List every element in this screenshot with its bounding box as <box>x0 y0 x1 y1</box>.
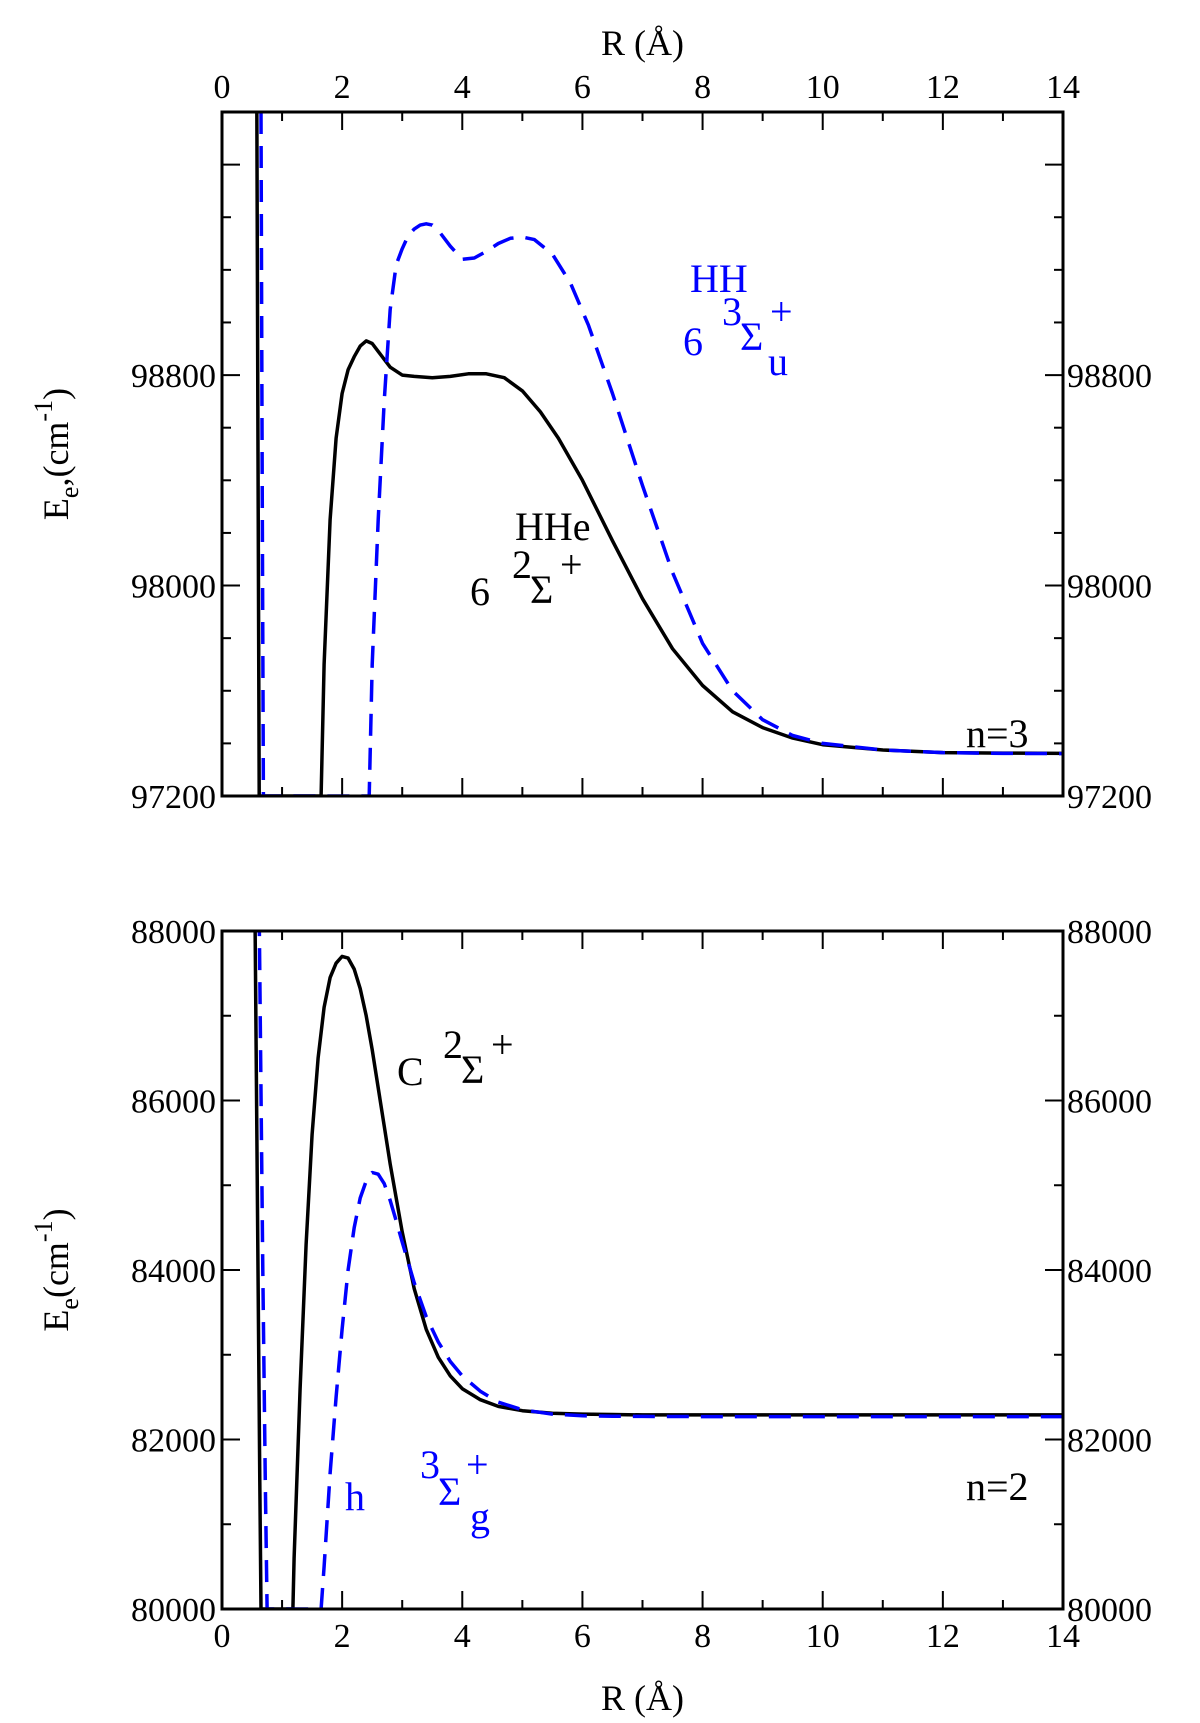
annotation-hhe-sigma: Σ <box>530 567 553 612</box>
annotation-hhe-plus: + <box>560 542 583 587</box>
annotation-h-sigma: Σ <box>438 1469 461 1514</box>
plot-frame <box>220 110 1065 798</box>
y-tick-label-right: 80000 <box>1067 1592 1152 1629</box>
y-tick-label-left: 98800 <box>131 358 216 395</box>
plot-frame <box>220 929 1065 1611</box>
annotation-hh-sub: u <box>768 339 788 384</box>
series-line-1 <box>255 112 1063 796</box>
annotation-c-sup: 2 <box>443 1022 463 1067</box>
annotation-c: C <box>397 1049 424 1094</box>
y-tick-label-right: 82000 <box>1067 1423 1152 1460</box>
annotation-hhe-sup: 2 <box>512 542 532 587</box>
x-tick-label: 6 <box>574 69 591 106</box>
annotation-n2: n=2 <box>966 1464 1029 1509</box>
x-tick-label: 8 <box>694 69 711 106</box>
y-tick-label-right: 86000 <box>1067 1084 1152 1121</box>
annotation-h: h <box>345 1474 365 1519</box>
annotation-hhe-number: 6 <box>470 569 490 614</box>
x-tick-label: 4 <box>454 69 471 106</box>
y-tick-label-right: 98800 <box>1067 358 1152 395</box>
y-tick-label-left: 97200 <box>131 779 216 816</box>
y-tick-label-left: 98000 <box>131 569 216 606</box>
x-tick-label: 12 <box>926 69 960 106</box>
x-tick-label: 0 <box>214 69 231 106</box>
annotation-hh-sigma: Σ <box>740 314 763 359</box>
x-tick-label: 14 <box>1046 69 1080 106</box>
panel-1: 0 2 4 6 8 10 12 14 97200 97200 98000 98000 98800 9880… <box>29 23 1152 816</box>
y-tick-label-right: 84000 <box>1067 1253 1152 1290</box>
annotation-hh-sup: 3 <box>722 289 742 334</box>
y-tick-label-left: 80000 <box>131 1592 216 1629</box>
x-tick-label: 8 <box>694 1618 711 1655</box>
annotation-h-plus: + <box>466 1442 489 1487</box>
x-tick-label: 14 <box>1046 1618 1080 1655</box>
x-tick-label: 12 <box>926 1618 960 1655</box>
y-tick-label-right: 97200 <box>1067 779 1152 816</box>
y-tick-label-right: 88000 <box>1067 914 1152 951</box>
x-tick-label: 6 <box>574 1618 591 1655</box>
x-tick-label: 10 <box>806 1618 840 1655</box>
annotation-hh-plus: + <box>770 289 793 334</box>
x-tick-label: 2 <box>334 69 351 106</box>
annotation-hhe: HHe <box>515 504 591 549</box>
x-tick-label: 2 <box>334 1618 351 1655</box>
y-axis-title: Ee(cm-1) <box>29 1208 84 1331</box>
x-tick-label: 10 <box>806 69 840 106</box>
series-line-1 <box>253 931 1063 1609</box>
series-line-2 <box>259 112 1063 796</box>
y-tick-label-left: 86000 <box>131 1084 216 1121</box>
annotation-h-sup: 3 <box>420 1442 440 1487</box>
y-tick-label-left: 88000 <box>131 914 216 951</box>
annotation-hh-number: 6 <box>683 319 703 364</box>
annotation-n3: n=3 <box>966 711 1029 756</box>
x-tick-label: 0 <box>214 1618 231 1655</box>
annotation-hh: HH <box>690 256 748 301</box>
annotation-h-sub: g <box>470 1494 490 1539</box>
y-tick-label-left: 84000 <box>131 1253 216 1290</box>
annotation-c-plus: + <box>491 1022 514 1067</box>
y-tick-label-right: 98000 <box>1067 569 1152 606</box>
x-tick-label: 4 <box>454 1618 471 1655</box>
annotation-c-sigma: Σ <box>461 1047 484 1092</box>
y-tick-label-left: 82000 <box>131 1423 216 1460</box>
y-axis-title: Ee,(cm-1) <box>29 388 84 520</box>
series-line-2 <box>257 931 1063 1609</box>
x-axis-title: R (Å) <box>601 1678 684 1718</box>
x-axis-title: R (Å) <box>601 23 684 63</box>
